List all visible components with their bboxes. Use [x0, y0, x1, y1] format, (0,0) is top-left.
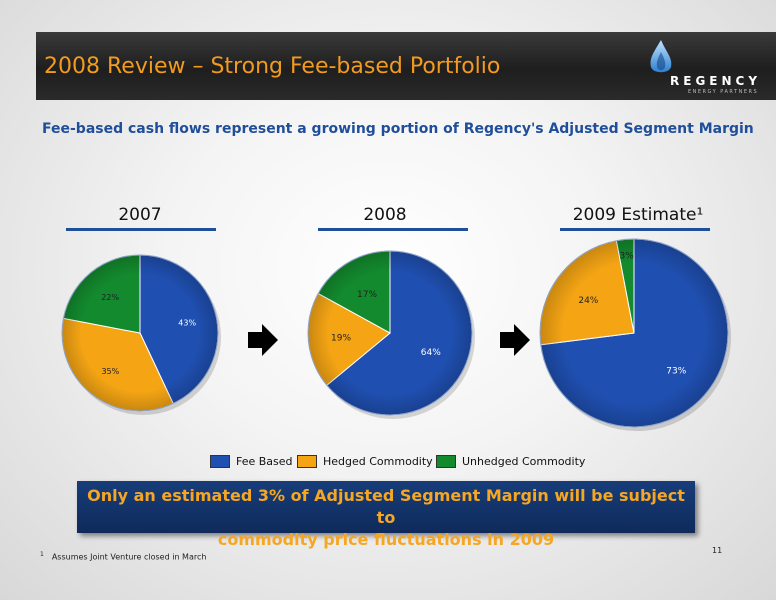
callout-line-2: commodity price fluctuations in 2009 [217, 530, 555, 549]
logo-wordmark: REGENCY [670, 74, 762, 88]
arrow-right-icon [500, 324, 530, 356]
legend-label: Fee Based [236, 454, 293, 468]
flame-icon [650, 40, 672, 73]
header-bar: 2008 Review – Strong Fee-based Portfolio… [36, 32, 776, 100]
callout-line-1: Only an estimated 3% of Adjusted Segment… [87, 486, 685, 527]
chart-title-2007: 2007 [118, 205, 162, 225]
chart-title-2008: 2008 [363, 205, 407, 225]
pie-group: 43% 35% 22% 64% 19% 17% 73% 24% 3% [61, 238, 731, 431]
footnote-text: Assumes Joint Venture closed in March [51, 552, 207, 562]
chart-title-2009: 2009 Estimate¹ [572, 205, 704, 225]
slide-subtitle: Fee-based cash flows represent a growing… [42, 121, 754, 137]
legend-swatch-fee-based [210, 454, 230, 468]
data-label-unhedged-commodity: 17% [357, 290, 377, 300]
callout-text: Only an estimated 3% of Adjusted Segment… [77, 485, 695, 551]
page-title: 2008 Review – Strong Fee-based Portfolio [44, 54, 501, 79]
data-label-hedged-commodity: 19% [331, 334, 351, 344]
data-label-unhedged-commodity: 22% [101, 293, 119, 302]
data-label-fee-based: 43% [178, 318, 196, 327]
data-label-fee-based: 64% [421, 348, 441, 358]
legend-hedged-commodity: Hedged Commodity [297, 454, 433, 468]
title-underline-2007 [66, 228, 216, 231]
logo-subtext: ENERGY PARTNERS [688, 89, 759, 95]
callout-banner: Only an estimated 3% of Adjusted Segment… [77, 481, 695, 549]
data-label-hedged-commodity: 24% [578, 296, 598, 306]
data-label-fee-based: 73% [666, 366, 686, 376]
title-underline-2008 [318, 228, 468, 231]
legend-swatch-unhedged [436, 454, 456, 468]
data-label-unhedged-commodity: 3% [620, 251, 635, 261]
page-number: 11 [712, 546, 723, 555]
footnote-marker: 1 [40, 551, 44, 558]
legend-label: Hedged Commodity [323, 454, 433, 468]
legend-unhedged-commodity: Unhedged Commodity [436, 454, 585, 468]
title-underline-2009 [560, 228, 710, 231]
legend-fee-based: Fee Based [210, 454, 293, 468]
company-logo: REGENCY ENERGY PARTNERS [644, 38, 757, 96]
arrow-right-icon [248, 324, 278, 356]
footnote: 1 Assumes Joint Venture closed in March [40, 551, 206, 562]
legend-swatch-hedged [297, 454, 317, 468]
data-label-hedged-commodity: 35% [101, 367, 119, 376]
legend-label: Unhedged Commodity [462, 454, 586, 468]
